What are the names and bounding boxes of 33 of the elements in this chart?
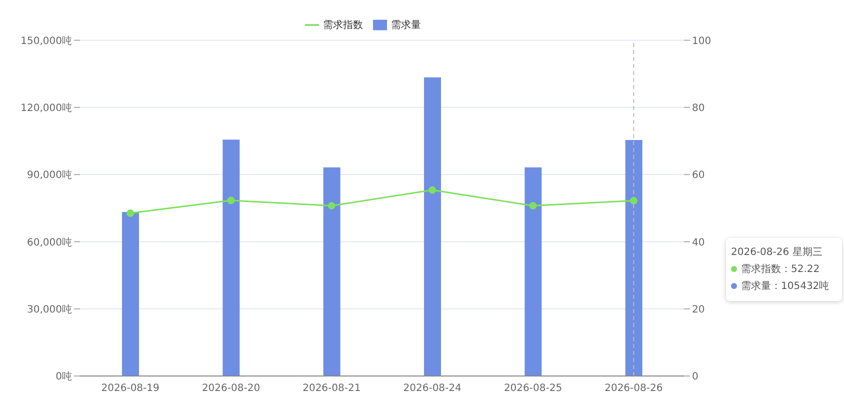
x-tick-label: 2026-08-24 xyxy=(403,383,462,394)
y2-tick-label: 40 xyxy=(692,237,705,248)
y2-tick-label: 0 xyxy=(692,372,698,383)
point xyxy=(529,202,537,210)
tooltip-card: 2026-08-26 星期三 需求指数：52.22 需求量：105432吨 xyxy=(726,238,842,301)
y-tick-label: 30,000吨 xyxy=(27,303,72,316)
point xyxy=(328,202,336,210)
bar xyxy=(625,140,642,376)
x-tick-label: 2026-08-25 xyxy=(504,383,562,394)
y2-tick-label: 20 xyxy=(692,304,705,316)
bar xyxy=(524,167,542,376)
x-tick-label: 2026-08-26 xyxy=(604,383,663,394)
point xyxy=(126,209,134,217)
y-tick-label: 60,000吨 xyxy=(27,236,72,248)
bar xyxy=(222,140,240,376)
y2-tick-label: 80 xyxy=(692,102,705,114)
y-tick-label: 0吨 xyxy=(56,370,72,383)
y-tick-label: 150,000吨 xyxy=(20,34,72,47)
point xyxy=(428,186,436,194)
point xyxy=(227,196,235,204)
y2-tick-label: 100 xyxy=(692,36,712,47)
y-tick-label: 90,000吨 xyxy=(27,169,72,182)
y-tick-label: 120,000吨 xyxy=(20,102,72,114)
x-tick-label: 2026-08-21 xyxy=(302,383,361,394)
legend-label: 需求指数 xyxy=(323,20,363,31)
x-tick-label: 2026-08-19 xyxy=(101,383,160,394)
bar xyxy=(323,167,340,376)
bar xyxy=(424,77,441,376)
x-tick-label: 2026-08-20 xyxy=(202,383,260,394)
bar xyxy=(122,212,139,376)
point xyxy=(630,196,638,204)
y2-tick-label: 60 xyxy=(692,170,705,182)
legend-label: 需求量 xyxy=(391,20,421,31)
